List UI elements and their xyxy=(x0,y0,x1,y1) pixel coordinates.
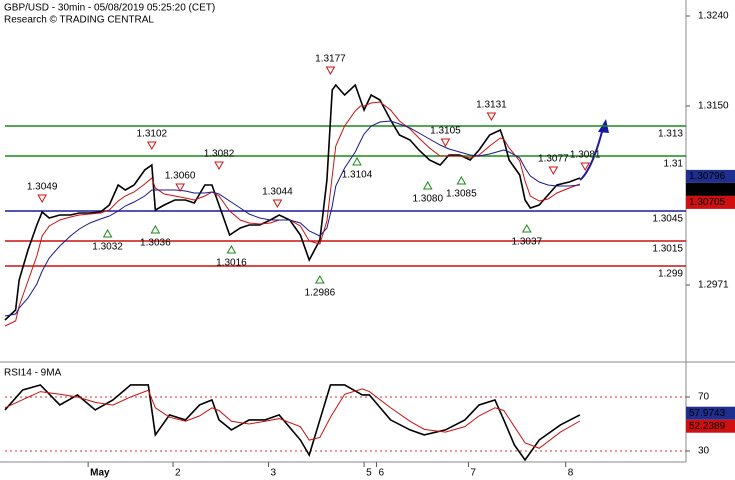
rsi-title: RSI14 - 9MA xyxy=(4,368,62,379)
peak-marker xyxy=(37,194,48,204)
value-box xyxy=(686,195,735,209)
peak-label: 1.3044 xyxy=(262,187,293,198)
average-line xyxy=(4,120,580,317)
trough-marker xyxy=(352,156,362,166)
arrow-line xyxy=(579,127,604,181)
value-box-label: 1.30796 xyxy=(689,171,726,182)
trough-marker xyxy=(314,274,325,284)
trough-marker xyxy=(456,175,467,185)
trough-label: 1.3036 xyxy=(140,238,171,249)
chart-subtitle: Research © TRADING CENTRAL xyxy=(4,15,154,26)
y-tick-label: 1.3240 xyxy=(698,11,729,22)
peak-marker xyxy=(440,138,451,148)
level-label: 1.3045 xyxy=(652,214,683,225)
x-tick-label: 2 xyxy=(175,468,181,479)
peak-marker xyxy=(272,199,283,209)
x-tick-label: 8 xyxy=(568,468,574,479)
peak-label: 1.3077 xyxy=(538,154,569,165)
peak-marker xyxy=(146,141,157,151)
x-tick-label: 6 xyxy=(378,468,384,479)
trough-label: 1.3104 xyxy=(342,170,373,181)
peak-marker xyxy=(214,161,224,171)
peak-marker xyxy=(175,183,185,193)
trough-marker xyxy=(102,228,113,238)
level-label: 1.31 xyxy=(664,159,684,170)
y-tick-label: 30 xyxy=(698,446,710,457)
price-line xyxy=(4,384,581,462)
value-box xyxy=(686,169,735,183)
trough-label: 1.3032 xyxy=(92,242,123,253)
trough-marker xyxy=(150,224,161,234)
trough-label: 1.3037 xyxy=(512,237,543,248)
x-tick-label: 7 xyxy=(470,468,476,479)
trough-label: 1.3080 xyxy=(412,194,443,205)
x-tick-label: May xyxy=(90,468,110,479)
value-box xyxy=(686,182,735,196)
y-tick-label: 70 xyxy=(698,392,710,403)
trough-label: 1.3085 xyxy=(446,189,477,200)
y-tick-label: 1.2971 xyxy=(698,280,729,291)
trough-label: 1.3016 xyxy=(216,258,247,269)
trough-marker xyxy=(521,223,532,233)
value-box xyxy=(686,406,735,420)
peak-label: 1.3102 xyxy=(137,129,168,140)
peak-marker xyxy=(325,66,336,76)
value-box-label: 1.3078 xyxy=(689,184,720,195)
trough-label: 1.2986 xyxy=(305,288,336,299)
peak-marker xyxy=(548,166,559,176)
value-box-label: 1.30705 xyxy=(689,197,726,208)
x-tick-label: 3 xyxy=(271,468,277,479)
peak-label: 1.3082 xyxy=(204,149,235,160)
value-box xyxy=(686,419,735,433)
value-box-label: 57.9743 xyxy=(689,408,726,419)
trough-marker xyxy=(422,180,433,190)
level-label: 1.3015 xyxy=(652,244,683,255)
x-tick-label: 5 xyxy=(366,468,372,479)
peak-label: 1.3105 xyxy=(430,126,461,137)
average-line xyxy=(4,388,581,449)
value-box-label: 52.2389 xyxy=(689,421,726,432)
price-line xyxy=(4,83,581,321)
peak-label: 1.3131 xyxy=(476,100,507,111)
y-tick-label: 1.3150 xyxy=(698,101,729,112)
peak-label: 1.3177 xyxy=(315,54,346,65)
average-line xyxy=(4,101,581,327)
peak-label: 1.3081 xyxy=(570,150,601,161)
peak-marker xyxy=(580,162,591,172)
level-label: 1.299 xyxy=(658,269,683,280)
level-label: 1.313 xyxy=(658,129,683,140)
chart-title: GBP/USD - 30min - 05/08/2019 05:25:20 (C… xyxy=(4,3,215,14)
trough-marker xyxy=(226,244,237,254)
peak-label: 1.3060 xyxy=(165,171,196,182)
peak-label: 1.3049 xyxy=(27,182,58,193)
peak-marker xyxy=(486,112,497,122)
